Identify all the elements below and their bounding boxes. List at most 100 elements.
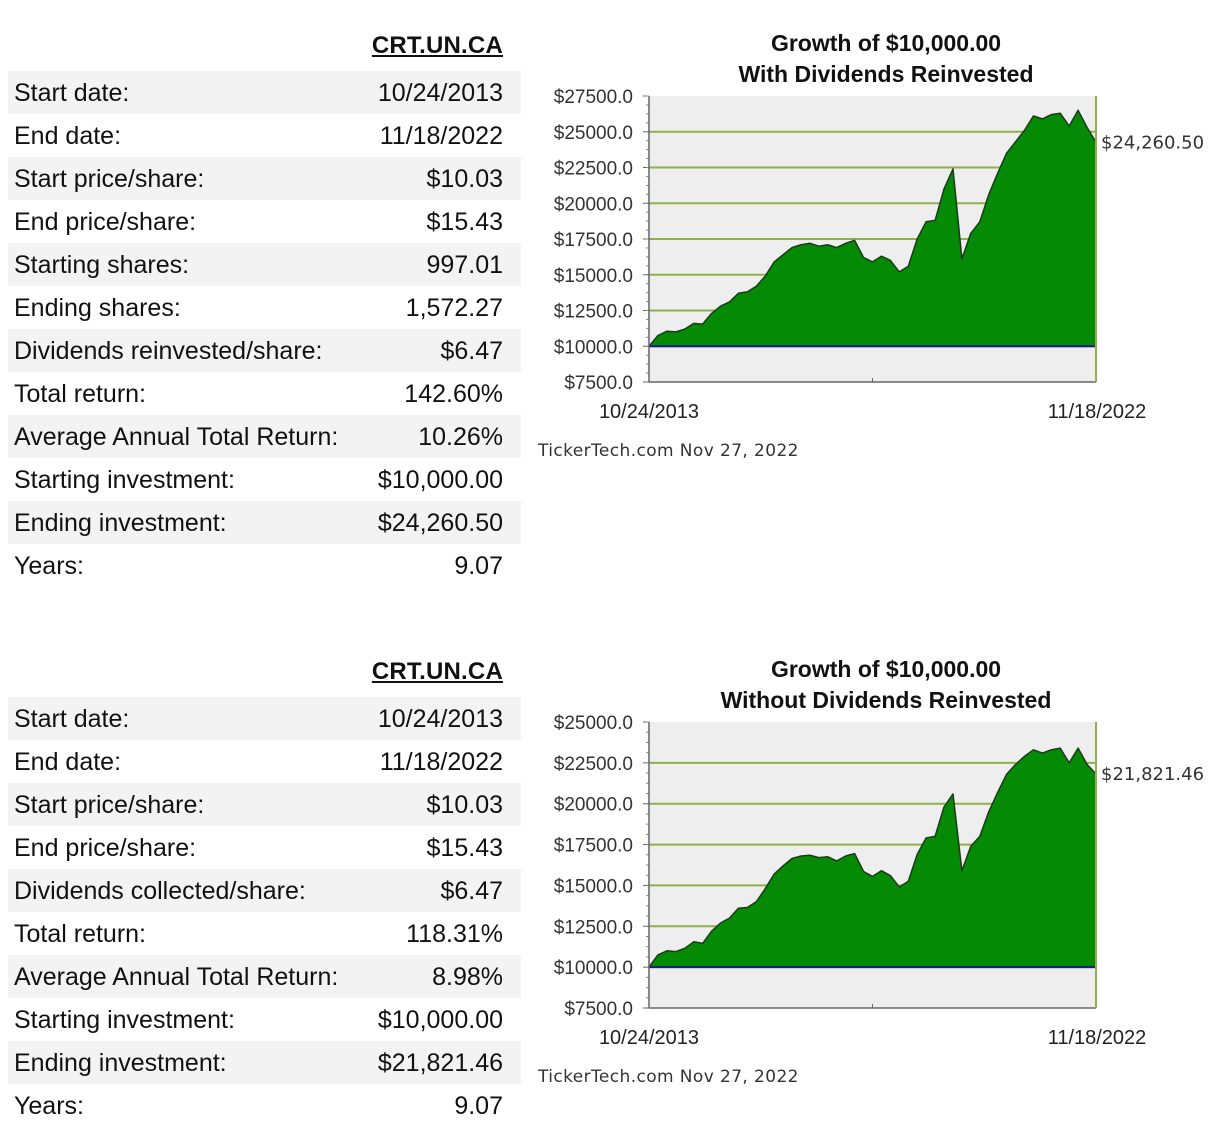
row-value: 142.60% [404,380,503,408]
row-label: Start date: [14,79,130,107]
y-tick-label: $20000.0 [554,194,633,215]
row-label: Total return: [14,380,147,408]
row-label: Ending investment: [14,1049,227,1077]
row-label: Starting shares: [14,251,190,279]
row-value: 10.26% [418,423,503,451]
panel-with-dividends: CRT.UN.CA Start date: 10/24/2013 End date:… [8,0,1230,600]
row-value: 997.01 [426,251,503,279]
growth-chart: Growth of $10,000.00 Without Dividends R… [530,626,1230,1096]
table-row: Start date: 10/24/2013 [8,71,521,114]
table-row: Years: 9.07 [8,544,521,587]
table-row: Total return: 118.31% [8,912,521,955]
chart-title-line2: Without Dividends Reinvested [720,687,1052,713]
y-tick-label: $10000.0 [554,337,633,358]
row-label: End price/share: [14,208,197,236]
row-label: Average Annual Total Return: [14,423,339,451]
table-row: Average Annual Total Return: 10.26% [8,415,521,458]
row-label: End date: [14,122,122,150]
growth-area [648,109,1097,348]
chart-title-line1: Growth of $10,000.00 [770,656,1002,682]
y-tick-label: $7500.0 [564,999,633,1020]
table-row: Start date: 10/24/2013 [8,697,521,740]
row-value: 9.07 [454,1092,503,1120]
y-tick-label: $15000.0 [554,876,633,897]
table-row: Ending investment: $21,821.46 [8,1041,521,1084]
chart-title-line1: Growth of $10,000.00 [770,30,1002,56]
row-value: $21,821.46 [377,1049,503,1077]
y-tick-label: $12500.0 [554,302,633,323]
end-value-label: $21,821.46 [1101,764,1204,785]
y-tick-label: $10000.0 [554,958,633,979]
chart-title-line2: With Dividends Reinvested [738,61,1034,87]
row-value: 10/24/2013 [377,705,503,733]
ticker-symbol: CRT.UN.CA [371,658,503,685]
row-label: Start price/share: [14,791,205,819]
row-value: 11/18/2022 [379,748,503,776]
table-row: Dividends reinvested/share: $6.47 [8,329,521,372]
y-tick-label: $22500.0 [554,159,633,180]
panel-without-dividends: CRT.UN.CA Start date: 10/24/2013 End date:… [0,626,1230,1128]
row-label: Start price/share: [14,165,205,193]
row-value: 10/24/2013 [377,79,503,107]
growth-area [648,747,1097,968]
row-label: Dividends collected/share: [14,877,306,905]
row-label: Total return: [14,920,147,948]
row-label: Starting investment: [14,466,235,494]
row-value: $15.43 [426,208,503,236]
row-value: $6.47 [440,337,503,365]
ticker-symbol: CRT.UN.CA [371,32,503,59]
chart-svg: $25000.0 $22500.0 $20000.0 $17500.0 $15000.0… [537,713,1204,1087]
row-value: 1,572.27 [405,294,503,322]
row-value: $10,000.00 [377,1006,503,1034]
table-row: Ending shares: 1,572.27 [8,286,521,329]
table-row: Dividends collected/share: $6.47 [8,869,521,912]
summary-table: CRT.UN.CA Start date: 10/24/2013 End date:… [8,0,521,600]
y-tick-label: $20000.0 [554,795,633,816]
y-tick-label: $25000.0 [554,123,633,144]
table-row: Starting investment: $10,000.00 [8,998,521,1041]
table-row: Starting investment: $10,000.00 [8,458,521,501]
table-row: Starting shares: 997.01 [8,243,521,286]
chart-svg: $27500.0 $25000.0 $22500.0 $20000.0 $17500.0… [537,87,1204,461]
table-row: Start price/share: $10.03 [8,157,521,200]
y-tick-label: $12500.0 [554,917,633,938]
row-label: Years: [14,1092,84,1120]
row-value: $10,000.00 [377,466,503,494]
y-tick-label: $25000.0 [554,713,633,734]
row-value: 8.98% [432,963,503,991]
row-label: End price/share: [14,834,197,862]
row-value: 118.31% [406,920,503,948]
table-row: End date: 11/18/2022 [8,114,521,157]
row-value: 9.07 [454,552,503,580]
start-date-label: 10/24/2013 [599,1027,699,1049]
growth-chart: Growth of $10,000.00 With Dividends Rein… [530,0,1230,470]
credit-text: TickerTech.com Nov 27, 2022 [537,441,799,461]
row-value: $6.47 [440,877,503,905]
credit-text: TickerTech.com Nov 27, 2022 [537,1067,799,1087]
summary-table: CRT.UN.CA Start date: 10/24/2013 End date:… [8,626,521,1128]
end-date-label: 11/18/2022 [1048,1027,1147,1049]
row-label: Average Annual Total Return: [14,963,339,991]
table-row: Average Annual Total Return: 8.98% [8,955,521,998]
table-row: Ending investment: $24,260.50 [8,501,521,544]
row-value: 11/18/2022 [379,122,503,150]
end-date-label: 11/18/2022 [1048,401,1147,423]
row-label: End date: [14,748,122,776]
row-label: Start date: [14,705,130,733]
row-label: Ending shares: [14,294,181,322]
row-value: $10.03 [426,791,503,819]
row-label: Starting investment: [14,1006,235,1034]
row-label: Dividends reinvested/share: [14,337,323,365]
y-tick-label: $17500.0 [554,230,633,251]
y-tick-label: $22500.0 [554,754,633,775]
y-tick-label: $27500.0 [554,87,633,108]
row-value: $24,260.50 [377,509,503,537]
row-label: Ending investment: [14,509,227,537]
row-value: $15.43 [426,834,503,862]
y-tick-label: $7500.0 [564,373,633,394]
table-row: End price/share: $15.43 [8,826,521,869]
table-row: Years: 9.07 [8,1084,521,1127]
y-tick-label: $17500.0 [554,836,633,857]
y-tick-label: $15000.0 [554,266,633,287]
end-value-label: $24,260.50 [1101,132,1204,153]
